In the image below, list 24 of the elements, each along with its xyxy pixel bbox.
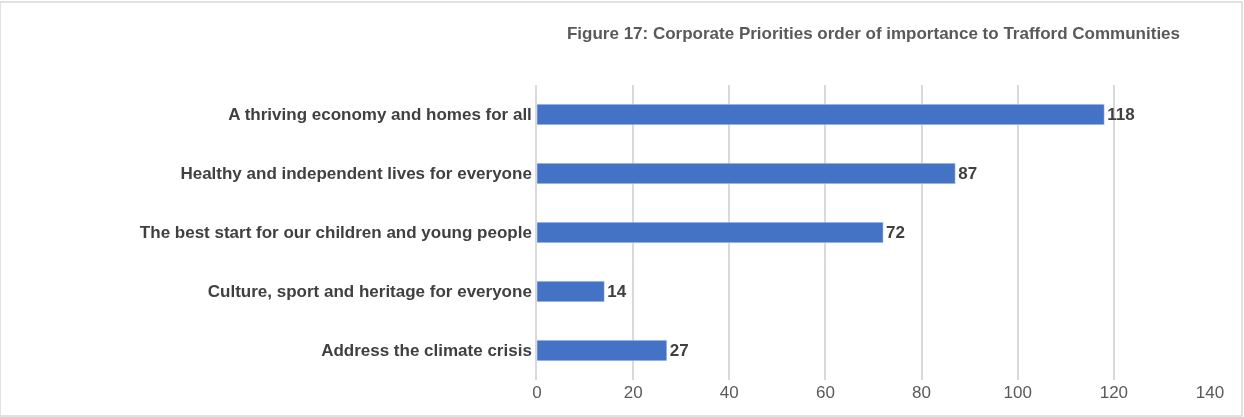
x-tick-label: 60 (815, 383, 835, 402)
data-label: 87 (958, 164, 978, 183)
y-tick-label: A thriving economy and homes for all (228, 105, 532, 125)
x-tick-label: 20 (623, 383, 643, 402)
bar (537, 162, 956, 185)
bar (537, 103, 1105, 126)
chart-title: Figure 17: Corporate Priorities order of importance to Trafford Communities (566, 24, 1181, 44)
bar (537, 280, 605, 303)
x-tick-label: 40 (719, 383, 739, 402)
bar (537, 339, 668, 362)
data-label: 118 (1107, 105, 1135, 125)
data-label: 14 (607, 282, 627, 302)
y-tick-label: Address the climate crisis (321, 341, 532, 361)
y-tick-label: Culture, sport and heritage for everyone (207, 282, 532, 302)
data-label: 27 (669, 341, 689, 361)
y-tick-label: Healthy and independent lives for everyone (180, 164, 532, 184)
bar (537, 221, 884, 244)
x-tick-label: 140 (1195, 383, 1225, 402)
x-tick-label: 0 (532, 383, 542, 402)
data-label: 72 (886, 223, 906, 242)
y-tick-label: The best start for our children and young people (139, 223, 532, 243)
x-tick-label: 100 (1003, 383, 1032, 402)
x-tick-label: 120 (1099, 383, 1129, 402)
x-tick-label: 80 (912, 383, 932, 402)
